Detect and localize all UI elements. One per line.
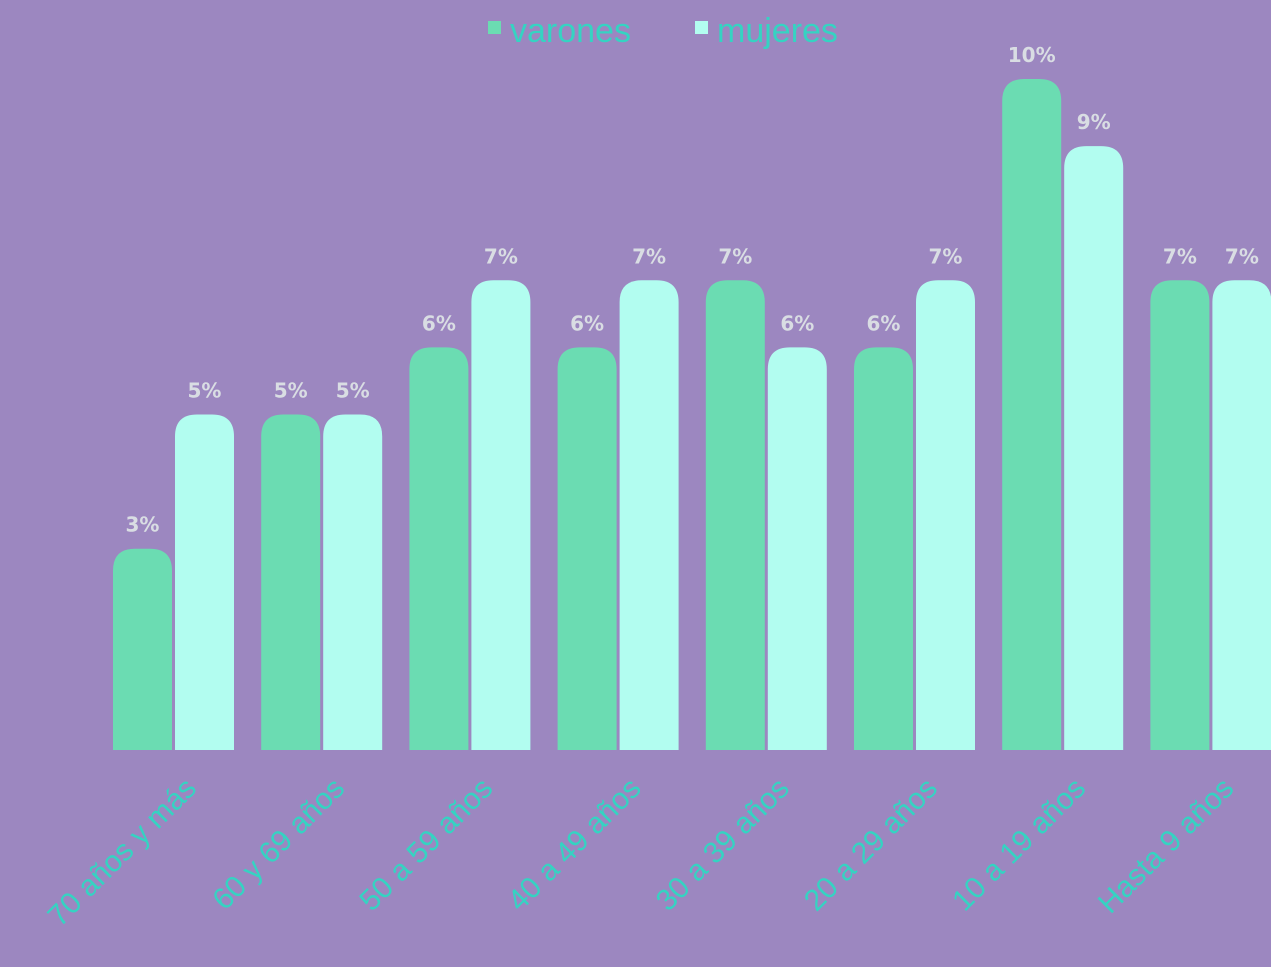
data-label: 7% xyxy=(929,244,963,268)
data-label: 7% xyxy=(632,244,666,268)
legend-label: mujeres xyxy=(717,12,838,50)
bar xyxy=(619,280,679,750)
bar xyxy=(1212,280,1271,750)
data-label: 7% xyxy=(718,244,752,268)
bar xyxy=(767,347,827,750)
data-label: 6% xyxy=(867,311,901,335)
legend-swatch xyxy=(488,21,501,34)
data-label: 6% xyxy=(422,311,456,335)
bar xyxy=(1064,146,1124,751)
bar xyxy=(1150,280,1210,750)
x-tick-label: Hasta 9 años xyxy=(1092,772,1240,920)
bar xyxy=(113,548,172,750)
x-tick-label: 70 años y más xyxy=(42,772,203,933)
data-label: 9% xyxy=(1077,110,1111,134)
data-label: 6% xyxy=(570,311,604,335)
bar xyxy=(557,347,617,750)
data-label: 7% xyxy=(484,244,518,268)
bar xyxy=(471,280,531,750)
bar xyxy=(261,414,321,750)
x-tick-label: 20 a 29 años xyxy=(798,772,944,918)
x-tick-label: 30 a 39 años xyxy=(650,772,796,918)
x-tick-label: 40 a 49 años xyxy=(502,772,648,918)
legend-swatch xyxy=(695,21,708,34)
data-label: 3% xyxy=(126,513,160,537)
data-label: 5% xyxy=(188,379,222,403)
x-tick-label: 60 y 69 años xyxy=(206,772,351,917)
data-label: 10% xyxy=(1008,43,1056,67)
data-label: 5% xyxy=(336,379,370,403)
data-label: 7% xyxy=(1225,244,1259,268)
bar xyxy=(175,414,234,750)
bar xyxy=(854,347,913,750)
bar xyxy=(705,280,765,750)
legend-label: varones xyxy=(510,12,631,50)
bar xyxy=(323,414,383,750)
x-tick-label: 10 a 19 años xyxy=(946,772,1092,918)
bar xyxy=(916,280,975,750)
x-tick-label: 50 a 59 años xyxy=(353,772,499,918)
bar xyxy=(1002,79,1062,750)
data-label: 7% xyxy=(1163,244,1197,268)
data-label: 6% xyxy=(780,311,814,335)
bar xyxy=(409,347,469,750)
data-label: 5% xyxy=(274,379,308,403)
